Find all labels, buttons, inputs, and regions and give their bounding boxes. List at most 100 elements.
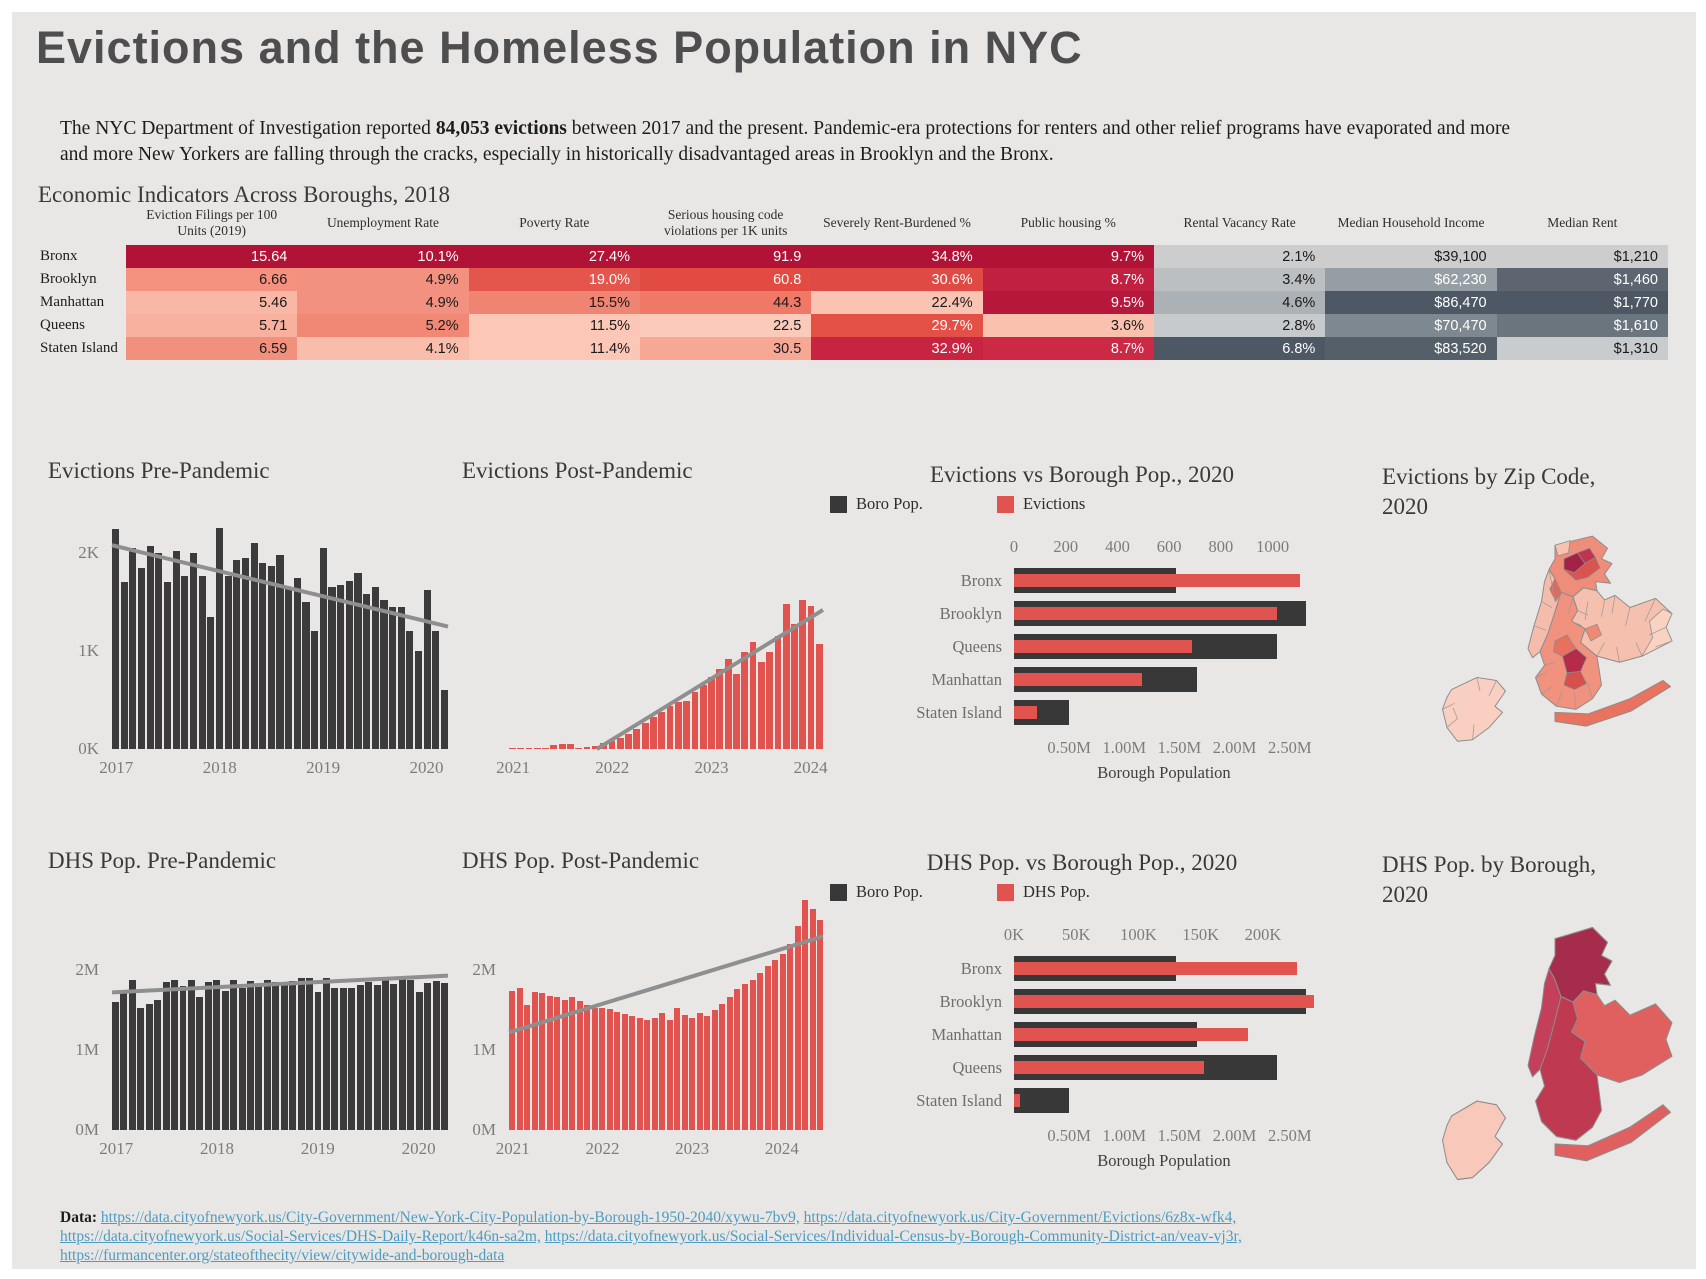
bar <box>533 748 541 749</box>
legend-label: DHS Pop. <box>1022 882 1090 901</box>
heatmap-cell: $39,100 <box>1325 245 1497 268</box>
x-axis-tick: 2019 <box>306 758 341 777</box>
y-axis-tick: 0M <box>75 1120 99 1139</box>
x-axis-tick: 2020 <box>409 758 444 777</box>
bar <box>397 606 405 749</box>
legend-item-evictions: Evictions <box>996 494 1085 514</box>
bar <box>339 988 347 1130</box>
bar <box>741 652 749 749</box>
bar <box>250 543 258 749</box>
source-link[interactable]: https://data.cityofnewyork.us/Social-Ser… <box>60 1228 541 1245</box>
bar <box>337 585 345 749</box>
corner-cell <box>38 204 126 245</box>
bottom-axis-tick: 1.50M <box>1157 738 1202 757</box>
bar <box>683 701 691 749</box>
chart-dhs-pop-pre-pandemic: DHS Pop. Pre-Pandemic 0M 1M 2M 2017 2018 2019… <box>48 848 450 1183</box>
bar <box>230 980 238 1130</box>
column-header: Unemployment Rate <box>326 215 440 230</box>
heatmap-cell: 4.1% <box>297 337 469 360</box>
x-axis-tick: 2019 <box>300 1139 335 1158</box>
bar <box>129 548 137 749</box>
bar <box>440 690 449 749</box>
bar <box>674 701 682 749</box>
bar <box>432 981 440 1130</box>
queens-east-cell <box>1641 608 1673 658</box>
category-row: Manhattan <box>931 663 1314 696</box>
intro-paragraph: The NYC Department of Investigation repo… <box>60 116 1530 168</box>
source-link[interactable]: https://data.cityofnewyork.us/Social-Ser… <box>544 1228 1242 1245</box>
y-axis-tick: 2K <box>78 543 99 563</box>
legend-item-boro-pop: Boro Pop. <box>830 882 923 902</box>
bar <box>322 978 330 1130</box>
heatmap-cell: 10.1% <box>297 245 469 268</box>
value-bar <box>1014 1061 1205 1074</box>
bar <box>297 978 305 1130</box>
bar <box>263 980 271 1130</box>
bar <box>181 575 189 749</box>
top-axis-tick: 1000 <box>1256 537 1290 556</box>
heatmap-cell: 32.9% <box>811 337 983 360</box>
bar <box>509 748 516 749</box>
bar-series <box>112 509 449 749</box>
bar <box>365 982 373 1130</box>
heatmap-cell: 22.4% <box>811 291 983 314</box>
data-sources-label: Data: <box>60 1209 98 1226</box>
map-evictions-by-zip: Evictions by Zip Code, 2020 <box>1382 462 1702 792</box>
y-axis-tick: 1M <box>75 1040 99 1060</box>
zip-choropleth-map <box>1442 535 1673 742</box>
bar <box>719 1003 726 1130</box>
dashboard: Evictions and the Homeless Population in… <box>12 12 1696 1269</box>
staten-island-shape <box>1442 1100 1506 1181</box>
bar <box>524 1005 531 1130</box>
bar <box>569 997 576 1130</box>
x-axis-tick: 2020 <box>401 1139 436 1158</box>
bar <box>550 745 558 749</box>
intro-text-pre: The NYC Department of Investigation repo… <box>60 117 436 139</box>
source-link[interactable]: https://data.cityofnewyork.us/City-Gover… <box>100 1209 800 1226</box>
heatmap-cell: 8.7% <box>982 337 1154 360</box>
bar <box>390 983 398 1130</box>
x-axis-tick: 2018 <box>200 1139 234 1158</box>
bar <box>311 631 319 749</box>
bar <box>255 986 263 1130</box>
dhs-pop-swatch <box>996 883 1014 901</box>
source-link[interactable]: https://furmancenter.org/stateofthecity/… <box>60 1247 505 1264</box>
category-label: Brooklyn <box>939 991 1002 1011</box>
boro-pop-swatch <box>830 883 847 901</box>
population-bar <box>1014 1088 1070 1113</box>
bar <box>696 1013 703 1130</box>
legend-item-boro-pop: Boro Pop. <box>830 494 923 514</box>
bar <box>146 546 154 749</box>
boro-pop-swatch <box>830 495 847 513</box>
y-axis-tick: 1M <box>472 1040 496 1060</box>
intro-evictions-count: 84,053 evictions <box>435 117 567 139</box>
bar <box>575 748 583 749</box>
bar <box>650 716 657 749</box>
x-axis-tick: 2024 <box>764 1139 799 1158</box>
bar <box>276 555 284 749</box>
category-label: Staten Island <box>916 702 1002 722</box>
brooklyn-hotspot-red <box>1563 670 1588 691</box>
bar <box>120 991 128 1130</box>
top-axis-tick: 200 <box>1053 537 1079 556</box>
bronx-hotspot-red <box>1563 556 1601 581</box>
bar <box>389 606 397 749</box>
bar <box>415 991 423 1130</box>
bar <box>172 551 180 749</box>
heatmap-cell: 30.5 <box>639 337 812 360</box>
value-bar <box>1014 1028 1249 1041</box>
row-label: Manhattan <box>40 294 105 310</box>
category-row: Queens <box>953 1051 1314 1084</box>
bar <box>561 999 568 1130</box>
heatmap-cell: 11.5% <box>468 314 640 337</box>
bar <box>633 729 641 749</box>
heatmap-cell: $1,310 <box>1496 337 1668 360</box>
bar <box>787 944 794 1130</box>
bar <box>757 661 765 749</box>
category-row: Staten Island <box>916 1084 1314 1117</box>
row-label: Brooklyn <box>40 271 97 287</box>
bar <box>293 577 301 749</box>
category-label: Brooklyn <box>939 603 1002 623</box>
bar <box>163 582 172 749</box>
source-link[interactable]: https://data.cityofnewyork.us/City-Gover… <box>803 1209 1237 1226</box>
